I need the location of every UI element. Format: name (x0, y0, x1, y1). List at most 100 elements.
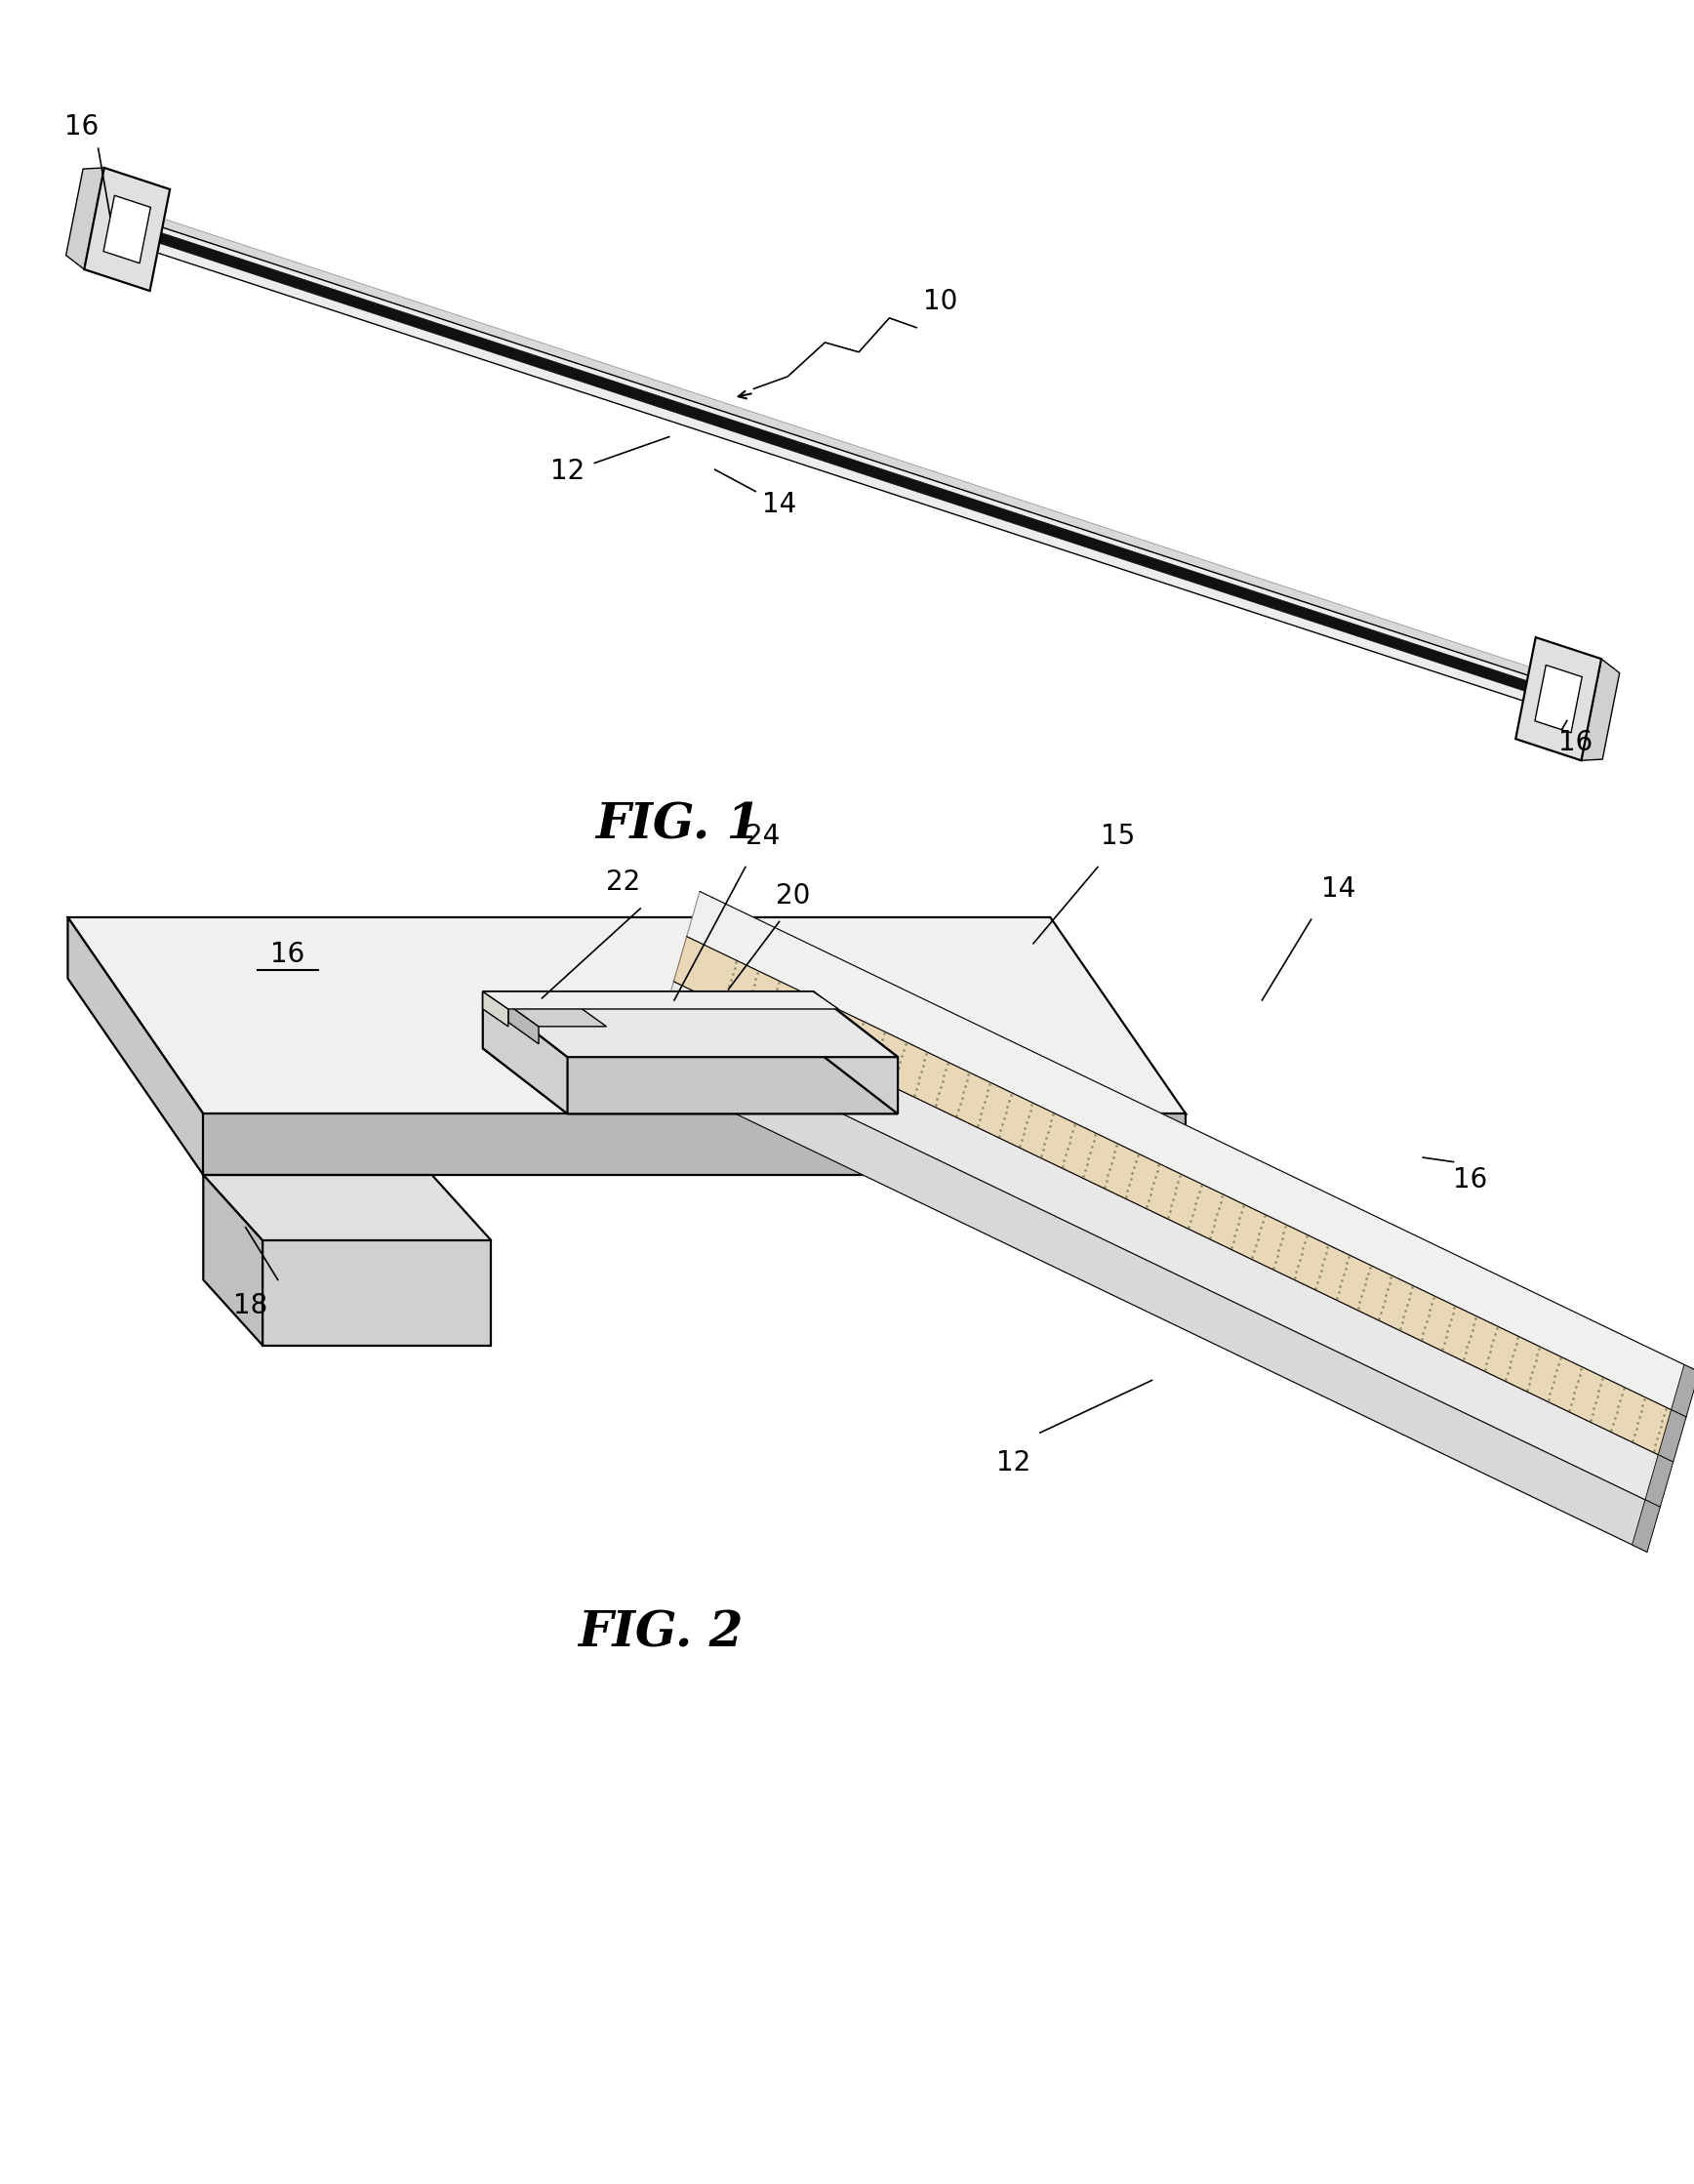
Point (1479, 1321, 1506, 1356)
Point (859, 1057, 886, 1092)
Point (1440, 1295, 1467, 1330)
Point (783, 987, 810, 1022)
Polygon shape (483, 1048, 898, 1114)
Point (1514, 1365, 1542, 1400)
Point (776, 1011, 803, 1046)
Point (1435, 1315, 1462, 1350)
Point (1289, 1232, 1316, 1267)
Point (1079, 1129, 1106, 1164)
Point (732, 996, 759, 1031)
Point (1477, 1328, 1504, 1363)
Text: 16: 16 (1558, 729, 1592, 756)
Point (1159, 1182, 1186, 1216)
Point (1177, 1203, 1204, 1238)
Polygon shape (203, 1175, 263, 1345)
Point (1049, 1149, 1076, 1184)
Point (866, 1033, 893, 1068)
Polygon shape (68, 917, 203, 1175)
Point (974, 1072, 1001, 1107)
Point (922, 1088, 949, 1123)
Point (1142, 1160, 1169, 1195)
Point (1221, 1219, 1248, 1254)
Point (1457, 1317, 1484, 1352)
Point (971, 1085, 998, 1120)
Text: FIG. 2: FIG. 2 (578, 1610, 744, 1658)
Point (1099, 1140, 1127, 1175)
Point (933, 1046, 960, 1081)
Point (1599, 1406, 1626, 1441)
Point (1496, 1350, 1523, 1385)
Point (839, 1042, 866, 1077)
Point (805, 992, 832, 1026)
Text: 18: 18 (234, 1293, 268, 1319)
Point (1184, 1179, 1211, 1214)
Polygon shape (483, 992, 508, 1026)
Polygon shape (263, 1241, 491, 1345)
Point (1350, 1273, 1377, 1308)
Point (1094, 1158, 1121, 1192)
Point (1330, 1258, 1357, 1293)
Point (1037, 1109, 1064, 1144)
Polygon shape (129, 207, 1562, 686)
Point (1101, 1133, 1128, 1168)
Point (883, 1055, 910, 1090)
Point (1365, 1302, 1392, 1337)
Point (1606, 1382, 1633, 1417)
Text: 22: 22 (606, 869, 640, 895)
Polygon shape (1672, 1365, 1694, 1417)
Point (756, 994, 783, 1029)
Point (1542, 1358, 1569, 1393)
Point (1648, 1404, 1675, 1439)
Text: 10: 10 (923, 288, 957, 314)
Point (817, 1037, 844, 1072)
Point (1619, 1422, 1647, 1457)
Point (711, 985, 739, 1020)
Point (1608, 1378, 1635, 1413)
Point (1071, 1158, 1098, 1192)
Point (1367, 1295, 1394, 1330)
Point (1442, 1291, 1469, 1326)
Point (1140, 1166, 1167, 1201)
Polygon shape (1658, 1409, 1686, 1461)
Point (1331, 1251, 1359, 1286)
Point (1597, 1413, 1625, 1448)
Point (1470, 1352, 1497, 1387)
Point (1628, 1393, 1655, 1428)
Point (1118, 1155, 1145, 1190)
Point (1203, 1197, 1230, 1232)
Point (722, 950, 749, 985)
Point (1155, 1192, 1182, 1227)
Point (1311, 1241, 1338, 1275)
Polygon shape (68, 917, 1186, 1114)
Point (1438, 1302, 1465, 1337)
Polygon shape (85, 168, 169, 290)
Point (1206, 1184, 1233, 1219)
Point (1499, 1339, 1526, 1374)
Point (1033, 1120, 1060, 1155)
Point (930, 1059, 957, 1094)
Polygon shape (483, 992, 898, 1057)
Point (778, 1005, 805, 1040)
Point (986, 1118, 1013, 1153)
Point (954, 1064, 981, 1099)
Point (976, 1068, 1003, 1103)
Point (967, 1096, 994, 1131)
Point (800, 1009, 827, 1044)
Point (1038, 1103, 1066, 1138)
Point (1523, 1337, 1550, 1372)
Point (1164, 1164, 1191, 1199)
Point (889, 1033, 916, 1068)
Point (906, 1059, 933, 1094)
Point (1060, 1107, 1088, 1142)
Point (840, 1035, 867, 1070)
Point (1135, 1184, 1162, 1219)
Point (1006, 1129, 1033, 1164)
Point (1372, 1278, 1399, 1313)
Polygon shape (674, 937, 1686, 1461)
Point (1450, 1341, 1477, 1376)
Point (742, 961, 769, 996)
Point (1587, 1367, 1614, 1402)
Point (972, 1079, 999, 1114)
Point (1176, 1210, 1203, 1245)
Point (1564, 1363, 1591, 1398)
